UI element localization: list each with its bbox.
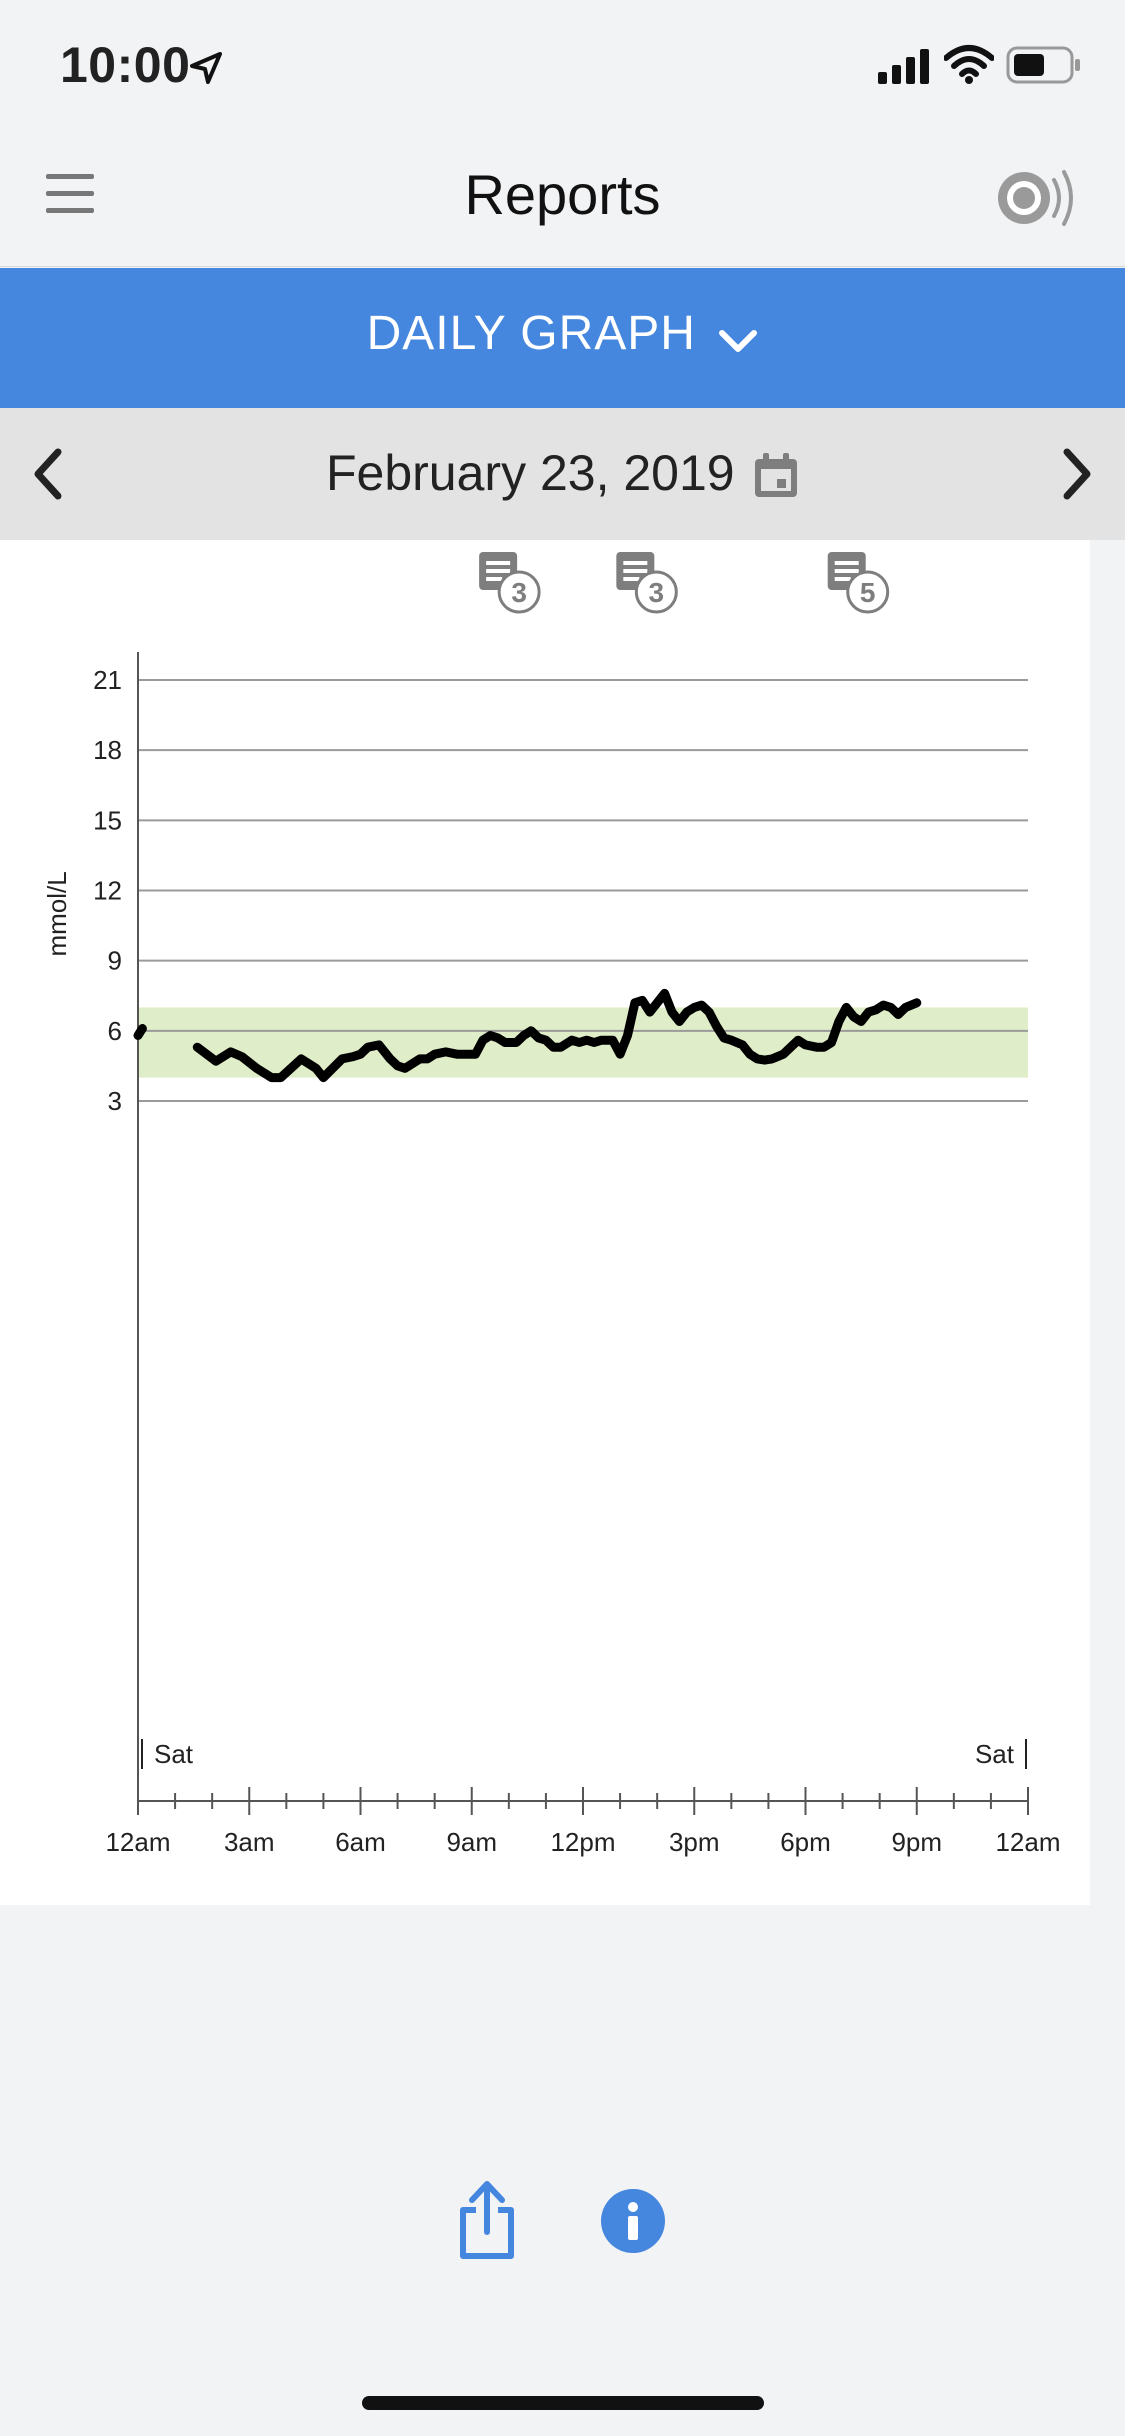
note-icon[interactable]: 3: [616, 552, 678, 614]
x-tick-label: 6pm: [780, 1827, 831, 1857]
x-tick-label: 12pm: [550, 1827, 615, 1857]
day-end-label: Sat: [975, 1739, 1015, 1769]
note-count: 5: [860, 577, 876, 608]
home-indicator: [362, 2396, 764, 2410]
x-tick-label: 9am: [446, 1827, 497, 1857]
y-axis-label: mmol/L: [42, 871, 72, 956]
nav-bar: Reports: [0, 132, 1125, 267]
y-tick-label: 21: [93, 665, 122, 695]
y-tick-label: 15: [93, 805, 122, 835]
report-type-label: DAILY GRAPH: [366, 307, 696, 360]
report-type-selector[interactable]: DAILY GRAPH: [0, 268, 1125, 408]
current-date: February 23, 2019: [326, 445, 735, 501]
date-navigator: February 23, 2019: [0, 408, 1125, 540]
y-tick-label: 3: [108, 1086, 122, 1116]
wifi-icon: [944, 45, 994, 84]
chevron-down-icon: [719, 329, 758, 352]
sensor-icon[interactable]: [996, 166, 1080, 230]
y-tick-label: 12: [93, 876, 122, 906]
chevron-right-icon[interactable]: [1061, 448, 1095, 500]
y-tick-label: 9: [108, 946, 122, 976]
daily-glucose-chart: 3 6 9 12 15 18 21 12am 3am 6am 9am 12pm 3pm 6pm 9pm 12a…: [42, 552, 1061, 1857]
page-title: Reports: [464, 163, 661, 226]
x-tick-label: 12am: [105, 1827, 170, 1857]
status-bar: 10:00: [0, 0, 1125, 132]
x-tick-label: 12am: [995, 1827, 1060, 1857]
location-arrow-icon: [190, 52, 222, 84]
note-icon[interactable]: 3: [479, 552, 541, 614]
status-time: 10:00: [60, 37, 191, 93]
x-tick-label: 3am: [224, 1827, 275, 1857]
daily-graph-card: 3 6 9 12 15 18 21 12am 3am 6am 9am 12pm 3pm 6pm 9pm 12a…: [0, 540, 1090, 1905]
info-icon[interactable]: [600, 2188, 666, 2254]
x-tick-label: 9pm: [891, 1827, 942, 1857]
glucose-line: [192, 988, 922, 1083]
share-icon[interactable]: [458, 2180, 516, 2260]
x-tick-label: 6am: [335, 1827, 386, 1857]
glucose-line: [133, 1024, 147, 1040]
y-tick-label: 18: [93, 735, 122, 765]
y-tick-label: 6: [108, 1016, 122, 1046]
menu-icon[interactable]: [46, 174, 94, 218]
note-count: 3: [649, 577, 665, 608]
x-tick-label: 3pm: [669, 1827, 720, 1857]
chevron-left-icon[interactable]: [30, 448, 64, 500]
note-count: 3: [511, 577, 527, 608]
note-icon[interactable]: 5: [827, 552, 890, 614]
calendar-icon[interactable]: [752, 452, 800, 500]
day-start-label: Sat: [154, 1739, 194, 1769]
signal-icon: [878, 49, 929, 84]
battery-icon: [1006, 46, 1080, 84]
